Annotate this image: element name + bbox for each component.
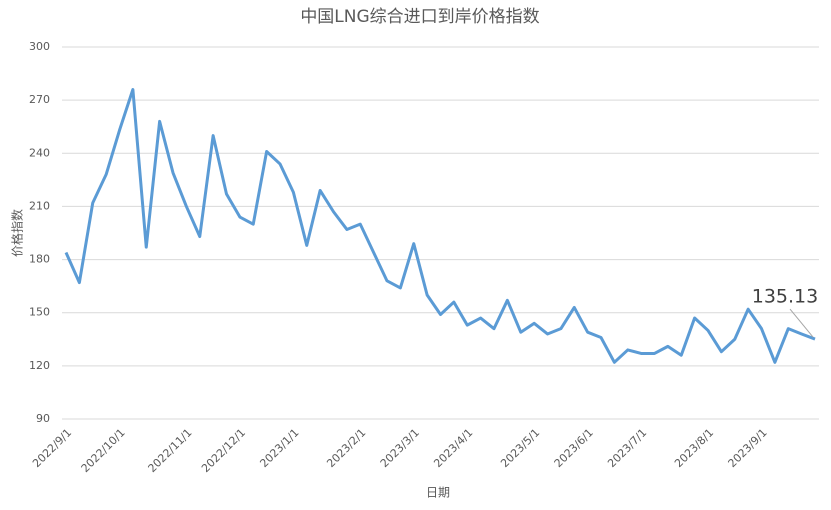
x-tick-label: 2023/4/1 — [431, 426, 475, 470]
x-tick-label: 2023/1/1 — [257, 426, 301, 470]
y-tick-label: 120 — [29, 359, 50, 372]
data-line — [64, 88, 816, 364]
y-tick-label: 90 — [36, 412, 50, 425]
chart-title: 中国LNG综合进口到岸价格指数 — [300, 7, 539, 27]
y-tick-label: 180 — [29, 253, 50, 266]
y-tick-label: 270 — [29, 93, 50, 106]
x-tick-label: 2022/10/1 — [79, 426, 128, 475]
x-tick-label: 2023/5/1 — [498, 426, 542, 470]
data-label: 135.13 — [752, 286, 818, 308]
y-tick-label: 240 — [29, 146, 50, 159]
label-leader — [789, 308, 814, 338]
y-axis-label: 价格指数 — [10, 209, 25, 257]
x-tick-label: 2023/7/1 — [605, 426, 649, 470]
x-tick-label: 2023/2/1 — [324, 426, 368, 470]
x-tick-label: 2023/9/1 — [726, 426, 770, 470]
x-axis-label: 日期 — [426, 486, 450, 500]
x-tick-label: 2023/3/1 — [378, 426, 422, 470]
x-tick-label: 2022/11/1 — [146, 426, 195, 475]
y-tick-label: 300 — [29, 40, 50, 53]
x-tick-label: 2023/8/1 — [672, 426, 716, 470]
y-tick-label: 210 — [29, 199, 50, 212]
x-tick-label: 2023/6/1 — [552, 426, 596, 470]
x-tick-label: 2022/12/1 — [199, 426, 248, 475]
y-tick-label: 150 — [29, 306, 50, 319]
x-tick-label: 2022/9/1 — [30, 426, 74, 470]
